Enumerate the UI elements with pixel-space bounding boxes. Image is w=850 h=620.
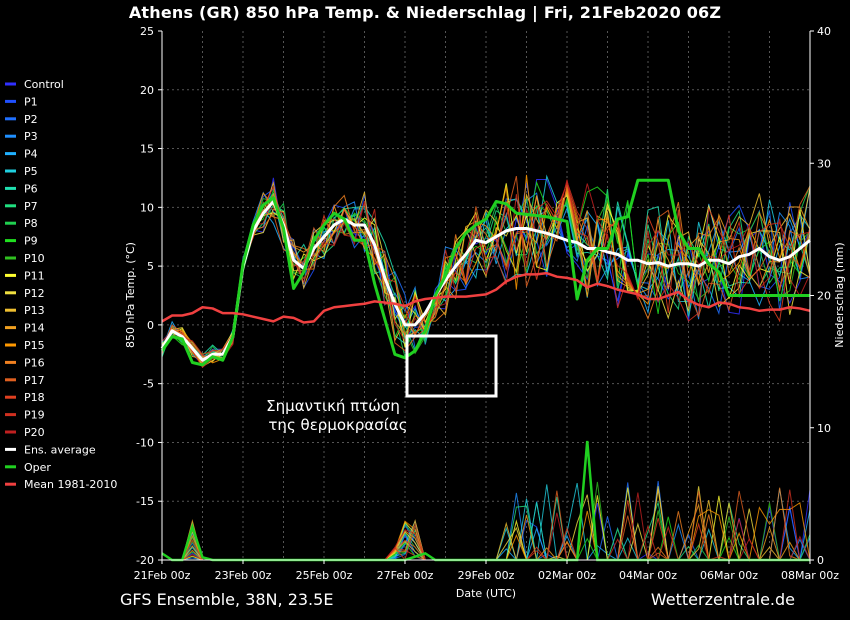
x-tick-label: 04Mar 00z	[619, 569, 677, 582]
x-tick-label: 02Mar 00z	[538, 569, 596, 582]
legend-label: P1	[24, 95, 38, 108]
legend-label: P13	[24, 304, 45, 317]
y-tick-label: -10	[136, 436, 154, 449]
legend-label: Control	[24, 78, 64, 91]
member-line	[161, 183, 811, 368]
legend-label: P10	[24, 252, 45, 265]
chart-title: Athens (GR) 850 hPa Temp. & Niederschlag…	[128, 3, 722, 22]
legend-label: P14	[24, 322, 45, 335]
y-tick-label: 5	[147, 260, 154, 273]
legend-label: P15	[24, 339, 45, 352]
x-tick-label: 25Feb 00z	[296, 569, 353, 582]
y-tick-label: -15	[136, 495, 154, 508]
legend-label: P8	[24, 217, 38, 230]
y2-tick-label: 10	[817, 422, 831, 435]
member-line	[161, 192, 811, 367]
x-tick-label: 21Feb 00z	[134, 569, 191, 582]
legend-label: P9	[24, 235, 38, 248]
y-axis-label: 850 hPa Temp. (°C)	[124, 242, 137, 348]
highlight-series-lines	[160, 178, 811, 562]
annotation-line-1: Σημαντική πτώση	[266, 397, 400, 415]
y-tick-label: -5	[143, 378, 154, 391]
legend-label: Mean 1981-2010	[24, 478, 117, 491]
x-tick-label: 23Feb 00z	[215, 569, 272, 582]
y2-axis-label: Niederschlag (mm)	[833, 242, 846, 347]
legend-label: Oper	[24, 461, 51, 474]
x-tick-label: 06Mar 00z	[700, 569, 758, 582]
legend-label: P7	[24, 200, 38, 213]
y2-tick-label: 0	[817, 554, 824, 567]
grid-lines	[162, 31, 810, 560]
legend-label: P16	[24, 356, 45, 369]
y-tick-label: 25	[140, 25, 154, 38]
legend-label: P4	[24, 148, 38, 161]
legend-label: P2	[24, 113, 38, 126]
x-axis-label: Date (UTC)	[456, 587, 516, 600]
series-line	[161, 271, 811, 324]
legend-label: P5	[24, 165, 38, 178]
legend-label: P11	[24, 269, 45, 282]
legend-label: P19	[24, 409, 45, 422]
y2-tick-label: 30	[817, 157, 831, 170]
series-line	[160, 178, 810, 367]
legend-label: P3	[24, 130, 38, 143]
y-tick-label: -20	[136, 554, 154, 567]
y-tick-label: 15	[140, 143, 154, 156]
x-tick-label: 29Feb 00z	[458, 569, 515, 582]
y-tick-label: 10	[140, 201, 154, 214]
model-info: GFS Ensemble, 38N, 23.5E	[120, 590, 334, 609]
y2-tick-label: 40	[817, 25, 831, 38]
member-line	[161, 186, 811, 365]
x-tick-label: 27Feb 00z	[377, 569, 434, 582]
legend-label: P17	[24, 374, 45, 387]
legend-label: P6	[24, 182, 38, 195]
source-credit: Wetterzentrale.de	[650, 590, 795, 609]
y-tick-label: 0	[147, 319, 154, 332]
x-tick-label: 08Mar 00z	[781, 569, 839, 582]
annotation-line-2: της θερμοκρασίας	[268, 416, 407, 434]
legend-label: P12	[24, 287, 45, 300]
series-line	[160, 199, 811, 362]
highlight-box	[405, 334, 498, 398]
legend: Control P1 P2 P3 P4 P5 P6 P7 P8 P9 P10 P11 P12 P13 P14…	[5, 78, 117, 491]
member-precip-line	[162, 489, 810, 561]
axes: 25 20 15 10 5 0 -5 -10 -15 -20 40 30 20 10 0 21Feb 00z 2…	[134, 25, 840, 582]
legend-label: P18	[24, 391, 45, 404]
legend-label: Ens. average	[24, 443, 96, 456]
y2-tick-label: 20	[817, 290, 831, 303]
legend-label: P20	[24, 426, 45, 439]
member-precip-line	[162, 481, 810, 561]
y-tick-label: 20	[140, 84, 154, 97]
